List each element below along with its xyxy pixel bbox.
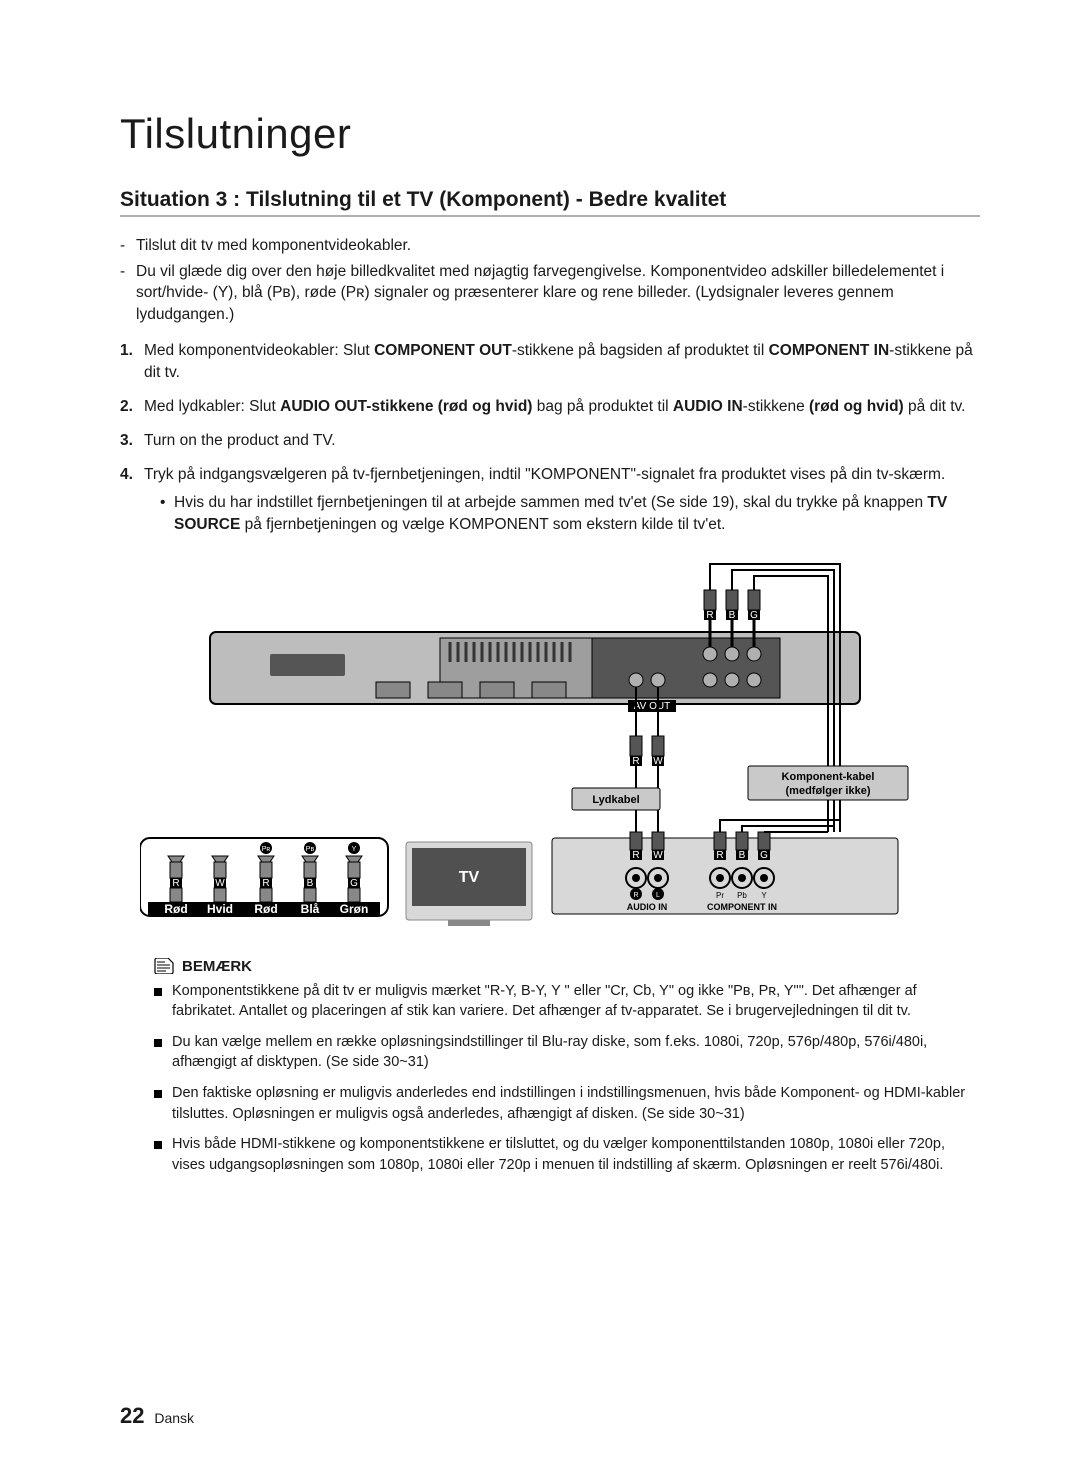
note-header: BEMÆRK: [154, 958, 980, 975]
svg-text:COMPONENT IN: COMPONENT IN: [707, 902, 777, 912]
svg-text:Lydkabel: Lydkabel: [592, 794, 639, 806]
svg-text:G: G: [750, 610, 758, 621]
svg-text:B: B: [307, 878, 314, 889]
svg-text:R: R: [262, 878, 269, 889]
svg-text:Rød: Rød: [164, 902, 187, 916]
svg-text:R: R: [632, 850, 639, 861]
step-item: 4.Tryk på indgangsvælgeren på tv-fjernbe…: [120, 464, 980, 536]
page-footer: 22 Dansk: [120, 1403, 194, 1429]
svg-text:Y: Y: [352, 846, 357, 853]
intro-list: Tilslut dit tv med komponentvideokabler.…: [120, 235, 980, 326]
note-item: Komponentstikkene på dit tv er muligvis …: [154, 981, 980, 1022]
svg-text:Pb: Pb: [737, 891, 747, 900]
section-rule: [120, 215, 980, 217]
svg-text:Rød: Rød: [254, 902, 277, 916]
step-text: Med komponentvideokabler: Slut COMPONENT…: [144, 342, 973, 381]
intro-item: Du vil glæde dig over den høje billedkva…: [120, 261, 980, 326]
svg-text:B: B: [739, 850, 746, 861]
svg-text:(medfølger ikke): (medfølger ikke): [786, 785, 871, 797]
connection-diagram: AV OUT R B G: [140, 552, 960, 932]
svg-text:Hvid: Hvid: [207, 902, 233, 916]
intro-item: Tilslut dit tv med komponentvideokabler.: [120, 235, 980, 257]
svg-text:R: R: [716, 850, 723, 861]
note-item: Den faktiske opløsning er muligvis ander…: [154, 1083, 980, 1124]
svg-text:Komponent-kabel: Komponent-kabel: [782, 771, 875, 783]
step-text: Tryk på indgangsvælgeren på tv-fjernbetj…: [144, 466, 945, 483]
note-item: Du kan vælge mellem en række opløsningsi…: [154, 1032, 980, 1073]
svg-text:Pʀ: Pʀ: [262, 846, 271, 853]
notes-list: Komponentstikkene på dit tv er muligvis …: [154, 981, 980, 1176]
svg-text:R: R: [632, 756, 639, 767]
svg-text:R: R: [633, 892, 638, 899]
svg-text:Grøn: Grøn: [340, 902, 369, 916]
note-icon: [154, 958, 174, 974]
svg-text:Blå: Blå: [301, 902, 320, 916]
svg-text:G: G: [350, 878, 358, 889]
step-item: 1.Med komponentvideokabler: Slut COMPONE…: [120, 340, 980, 384]
section-subtitle: Situation 3 : Tilslutning til et TV (Kom…: [120, 188, 980, 212]
manual-page: Tilslutninger Situation 3 : Tilslutning …: [0, 0, 1080, 1477]
steps-list: 1.Med komponentvideokabler: Slut COMPONE…: [120, 340, 980, 536]
svg-text:Y: Y: [761, 891, 767, 900]
svg-text:B: B: [729, 610, 736, 621]
note-header-text: BEMÆRK: [182, 958, 252, 975]
svg-text:R: R: [706, 610, 713, 621]
svg-text:L: L: [656, 892, 660, 899]
svg-text:Pʙ: Pʙ: [306, 846, 315, 853]
svg-text:AV OUT: AV OUT: [634, 701, 670, 712]
svg-text:W: W: [215, 878, 225, 889]
page-title: Tilslutninger: [120, 110, 980, 158]
step-text: Turn on the product and TV.: [144, 432, 336, 449]
step-item: 3.Turn on the product and TV.: [120, 430, 980, 452]
svg-text:TV: TV: [459, 869, 480, 886]
svg-text:W: W: [653, 850, 663, 861]
svg-text:R: R: [172, 878, 179, 889]
step-text: Med lydkabler: Slut AUDIO OUT-stikkene (…: [144, 398, 965, 415]
svg-text:AUDIO IN: AUDIO IN: [627, 902, 668, 912]
step-sub-bullet: Hvis du har indstillet fjernbetjeningen …: [144, 492, 980, 536]
page-number: 22: [120, 1403, 144, 1428]
note-item: Hvis både HDMI-stikkene og komponentstik…: [154, 1134, 980, 1175]
svg-text:W: W: [653, 756, 663, 767]
page-lang: Dansk: [154, 1410, 194, 1426]
svg-text:G: G: [760, 850, 768, 861]
svg-text:Pr: Pr: [716, 891, 724, 900]
step-item: 2.Med lydkabler: Slut AUDIO OUT-stikkene…: [120, 396, 980, 418]
